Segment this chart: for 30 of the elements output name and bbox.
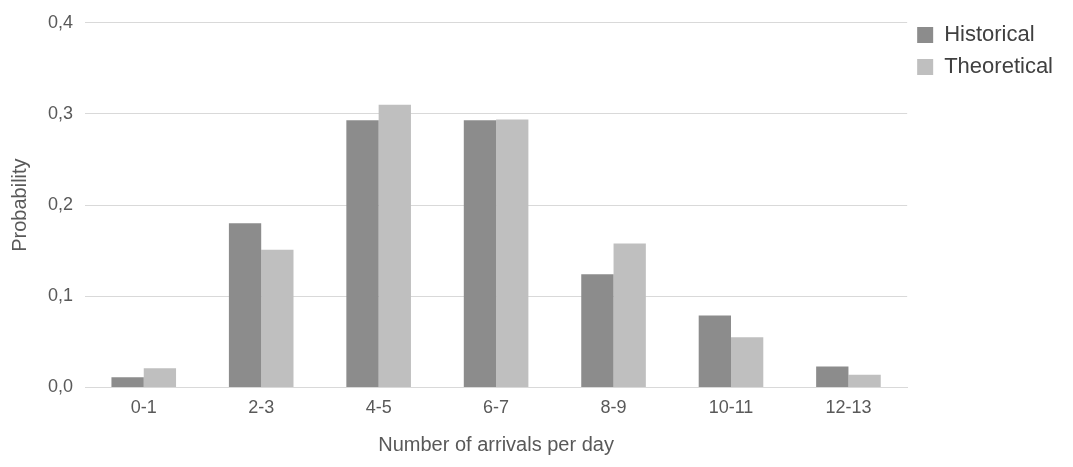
bar (261, 249, 294, 387)
x-axis-title: Number of arrivals per day (378, 432, 614, 455)
bar (816, 366, 849, 387)
bar (698, 315, 731, 387)
bar (613, 243, 646, 387)
x-tick-label: 6-7 (483, 397, 510, 418)
x-tick-label: 4-5 (365, 397, 392, 418)
y-axis-title: Probability (7, 158, 30, 252)
bar (848, 374, 881, 387)
bar (731, 337, 764, 387)
y-tick-label: 0,1 (47, 285, 74, 306)
y-tick-label: 0,0 (47, 376, 74, 397)
x-tick-label: 8-9 (600, 397, 627, 418)
x-tick-label: 12-13 (825, 397, 872, 418)
y-tick-label: 0,2 (47, 194, 74, 215)
x-tick-label: 0-1 (130, 397, 157, 418)
bar (496, 119, 529, 387)
x-tick-label: 10-11 (708, 397, 754, 418)
bar (463, 120, 497, 387)
bar (143, 368, 177, 387)
legend-label: Historical (944, 21, 1035, 47)
x-tick-label: 2-3 (248, 397, 275, 418)
y-tick-label: 0,4 (47, 11, 74, 32)
bar (581, 274, 614, 387)
bar (111, 377, 144, 387)
legend-label: Theoretical (944, 53, 1054, 79)
bar (228, 223, 262, 387)
bar (346, 120, 379, 387)
y-tick-label: 0,3 (47, 102, 74, 123)
bar (378, 104, 411, 387)
